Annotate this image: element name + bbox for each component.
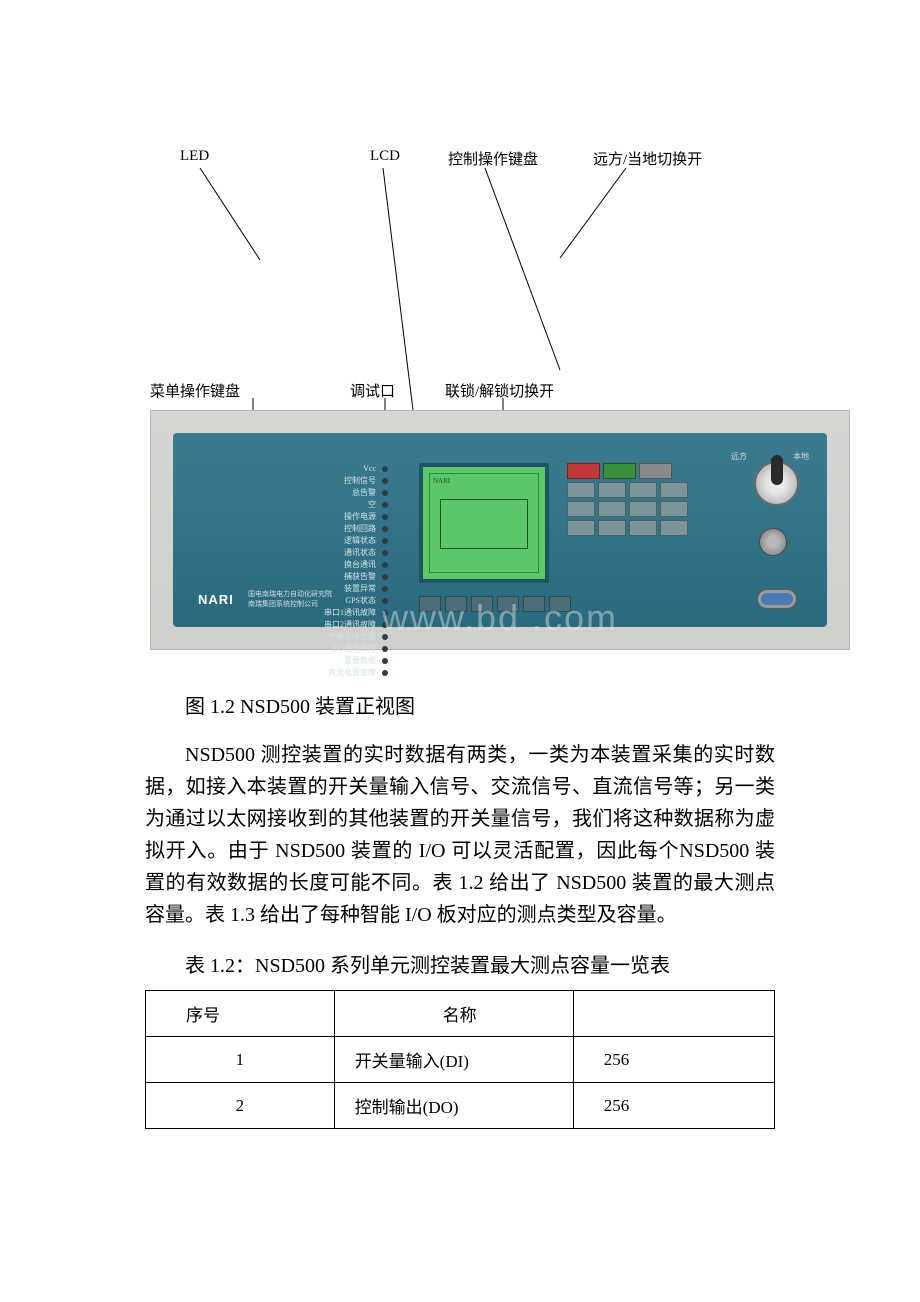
- table-title: 表 1.2：NSD500 系列单元测控装置最大测点容量一览表: [145, 949, 775, 978]
- led-indicator: 重要数据: [218, 655, 388, 667]
- menu-key: [419, 596, 441, 612]
- led-indicator: 总告警: [218, 487, 388, 499]
- table-cell: 256: [573, 1083, 774, 1129]
- menu-key: [471, 596, 493, 612]
- switch-label-remote: 远方: [731, 451, 747, 462]
- led-indicator-area: Vcc控制信号总告警空操作电源控制回路逻辑状态通讯状态换台通讯捕获告警装置异常G…: [218, 463, 388, 679]
- table-header: [573, 991, 774, 1037]
- label-debug-port: 调试口: [350, 380, 395, 401]
- led-indicator: 串口2通讯故障: [218, 619, 388, 631]
- led-indicator: 通讯状态: [218, 547, 388, 559]
- device-panel: Vcc控制信号总告警空操作电源控制回路逻辑状态通讯状态换台通讯捕获告警装置异常G…: [173, 433, 827, 627]
- menu-key: [523, 596, 545, 612]
- table-cell: 256: [573, 1037, 774, 1083]
- led-indicator: 控制回路: [218, 523, 388, 535]
- switch-label-local: 本地: [793, 451, 809, 462]
- keypad-key: [567, 501, 595, 517]
- table-cell: 控制输出(DO): [334, 1083, 573, 1129]
- led-indicator: Vcc: [218, 463, 388, 475]
- keypad-key: [567, 482, 595, 498]
- led-indicator: 换台通讯: [218, 559, 388, 571]
- control-keypad: [567, 463, 707, 536]
- label-lock-switch: 联锁/解锁切换开: [445, 380, 554, 401]
- diagram-lines: [0, 40, 920, 410]
- table-row: 1开关量输入(DI)256: [146, 1037, 775, 1083]
- keypad-key: [629, 482, 657, 498]
- nari-logo: NARI: [198, 592, 234, 607]
- keypad-key: [598, 482, 626, 498]
- table-header: 序号: [146, 991, 335, 1037]
- menu-key: [497, 596, 519, 612]
- led-indicator: 传输故障告警: [218, 631, 388, 643]
- menu-key: [445, 596, 467, 612]
- keypad-key: [660, 501, 688, 517]
- keypad-key: [629, 520, 657, 536]
- menu-keypad: [419, 596, 571, 612]
- keypad-key: [598, 501, 626, 517]
- lcd-screen: NARI: [419, 463, 549, 583]
- keypad-key: [567, 520, 595, 536]
- menu-key: [549, 596, 571, 612]
- label-remote-local: 远方/当地切换开: [593, 148, 702, 169]
- led-indicator: 捕获告警: [218, 571, 388, 583]
- debug-port: [757, 589, 797, 609]
- keypad-key: [629, 501, 657, 517]
- capacity-table: 序号 名称 1开关量输入(DI)2562控制输出(DO)256: [145, 990, 775, 1129]
- pointer-diagram: LED LCD 控制操作键盘 远方/当地切换开 菜单操作键盘 调试口 联锁/解锁…: [0, 40, 920, 410]
- led-indicator: 逻辑状态: [218, 535, 388, 547]
- control-key: [639, 463, 672, 479]
- led-indicator: 直流电源故障: [218, 667, 388, 679]
- keypad-key: [660, 482, 688, 498]
- keypad-key: [598, 520, 626, 536]
- nari-subtitle: 国电南瑞电力自动化研究院 南瑞集团系统控制公司: [248, 589, 332, 609]
- led-indicator: 操作电源: [218, 511, 388, 523]
- body-paragraph: NSD500 测控装置的实时数据有两类，一类为本装置采集的实时数据，如接入本装置…: [145, 739, 775, 931]
- keypad-key: [660, 520, 688, 536]
- control-key: [567, 463, 600, 479]
- control-key: [603, 463, 636, 479]
- label-lcd: LCD: [370, 148, 400, 165]
- led-indicator: I/O通讯故障: [218, 643, 388, 655]
- led-indicator: 空: [218, 499, 388, 511]
- label-menu-keypad: 菜单操作键盘: [150, 380, 240, 401]
- lock-unlock-switch: [759, 528, 787, 556]
- figure-caption: 图 1.2 NSD500 装置正视图: [145, 690, 775, 719]
- table-cell: 2: [146, 1083, 335, 1129]
- table-cell: 1: [146, 1037, 335, 1083]
- table-header: 名称: [334, 991, 573, 1037]
- label-control-keypad: 控制操作键盘: [448, 148, 538, 169]
- remote-local-switch: [754, 461, 799, 506]
- led-indicator: 控制信号: [218, 475, 388, 487]
- table-cell: 开关量输入(DI): [334, 1037, 573, 1083]
- table-row: 2控制输出(DO)256: [146, 1083, 775, 1129]
- label-led: LED: [180, 148, 209, 165]
- device-photo: Vcc控制信号总告警空操作电源控制回路逻辑状态通讯状态换台通讯捕获告警装置异常G…: [150, 410, 850, 650]
